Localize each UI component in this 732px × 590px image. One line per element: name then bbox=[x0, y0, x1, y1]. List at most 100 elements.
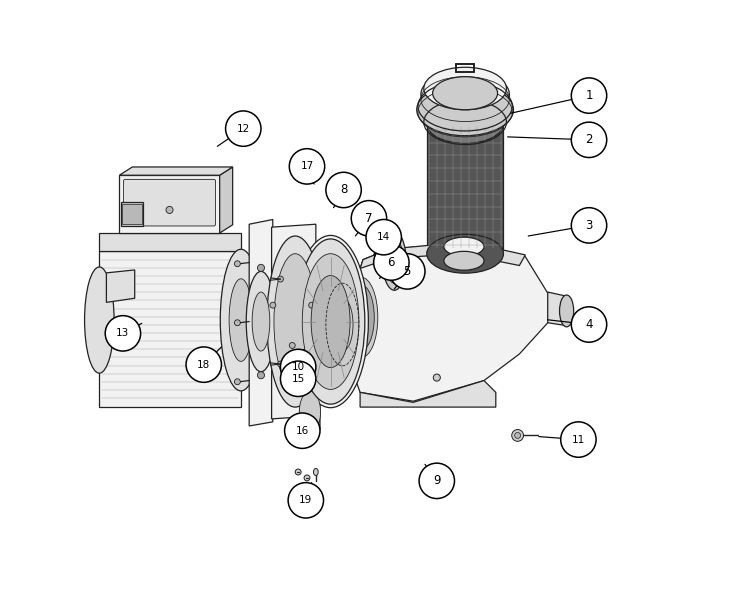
Circle shape bbox=[304, 475, 310, 481]
Ellipse shape bbox=[444, 251, 484, 270]
Text: 11: 11 bbox=[572, 435, 585, 444]
Ellipse shape bbox=[296, 239, 365, 404]
Text: 17: 17 bbox=[300, 162, 313, 171]
Ellipse shape bbox=[345, 277, 378, 358]
Circle shape bbox=[433, 374, 441, 381]
Circle shape bbox=[295, 469, 301, 475]
Polygon shape bbox=[300, 391, 320, 434]
Polygon shape bbox=[444, 247, 484, 261]
Circle shape bbox=[270, 302, 276, 308]
Polygon shape bbox=[100, 233, 241, 251]
Ellipse shape bbox=[267, 236, 324, 407]
Ellipse shape bbox=[417, 84, 514, 136]
Circle shape bbox=[561, 422, 596, 457]
Text: 16: 16 bbox=[296, 426, 309, 435]
Text: 9: 9 bbox=[433, 474, 441, 487]
Ellipse shape bbox=[433, 77, 498, 110]
Circle shape bbox=[288, 483, 324, 518]
Bar bbox=[100, 251, 241, 407]
Circle shape bbox=[309, 302, 315, 308]
Ellipse shape bbox=[421, 71, 509, 118]
Ellipse shape bbox=[274, 254, 316, 389]
Circle shape bbox=[280, 361, 315, 396]
Ellipse shape bbox=[299, 391, 321, 432]
Ellipse shape bbox=[383, 231, 406, 290]
Text: 13: 13 bbox=[116, 329, 130, 338]
Text: 3: 3 bbox=[586, 219, 593, 232]
Polygon shape bbox=[348, 243, 549, 401]
Polygon shape bbox=[119, 167, 233, 175]
Polygon shape bbox=[106, 270, 135, 302]
FancyBboxPatch shape bbox=[124, 179, 215, 226]
Text: 4: 4 bbox=[586, 318, 593, 331]
Ellipse shape bbox=[332, 298, 353, 351]
Bar bbox=[122, 204, 142, 224]
Text: 6: 6 bbox=[388, 256, 395, 269]
Circle shape bbox=[234, 261, 240, 267]
Text: 8: 8 bbox=[340, 183, 347, 196]
Circle shape bbox=[389, 254, 425, 289]
Ellipse shape bbox=[427, 104, 504, 143]
Circle shape bbox=[234, 320, 240, 326]
Ellipse shape bbox=[424, 67, 507, 110]
Ellipse shape bbox=[313, 468, 318, 476]
Circle shape bbox=[571, 208, 607, 243]
Polygon shape bbox=[329, 290, 357, 360]
Circle shape bbox=[373, 245, 409, 280]
Ellipse shape bbox=[444, 237, 484, 256]
Polygon shape bbox=[220, 167, 233, 233]
Circle shape bbox=[105, 316, 141, 351]
Text: 14: 14 bbox=[377, 232, 390, 242]
Circle shape bbox=[289, 342, 295, 348]
Circle shape bbox=[351, 201, 386, 236]
Circle shape bbox=[419, 463, 455, 499]
Text: 18: 18 bbox=[197, 360, 210, 369]
Polygon shape bbox=[427, 127, 504, 254]
Circle shape bbox=[277, 361, 283, 367]
Ellipse shape bbox=[85, 267, 114, 373]
Bar bbox=[119, 175, 220, 233]
Polygon shape bbox=[272, 224, 315, 419]
Circle shape bbox=[166, 206, 173, 214]
Circle shape bbox=[285, 413, 320, 448]
Polygon shape bbox=[249, 219, 273, 426]
Polygon shape bbox=[360, 381, 496, 407]
Circle shape bbox=[258, 264, 264, 271]
Circle shape bbox=[258, 372, 264, 379]
Circle shape bbox=[289, 149, 325, 184]
Ellipse shape bbox=[559, 295, 574, 327]
Circle shape bbox=[234, 379, 240, 385]
Text: 15: 15 bbox=[291, 374, 305, 384]
Ellipse shape bbox=[311, 276, 350, 368]
Polygon shape bbox=[548, 292, 567, 326]
Ellipse shape bbox=[293, 235, 368, 408]
Circle shape bbox=[277, 276, 283, 282]
Text: 10: 10 bbox=[291, 362, 305, 372]
Circle shape bbox=[280, 349, 315, 385]
Text: 7: 7 bbox=[365, 212, 373, 225]
Ellipse shape bbox=[246, 271, 276, 372]
Ellipse shape bbox=[302, 254, 359, 389]
Text: 12: 12 bbox=[236, 124, 250, 133]
Circle shape bbox=[186, 347, 222, 382]
Circle shape bbox=[366, 219, 401, 255]
Text: 1: 1 bbox=[586, 89, 593, 102]
Ellipse shape bbox=[348, 285, 374, 350]
Text: 2: 2 bbox=[586, 133, 593, 146]
Text: 5: 5 bbox=[403, 265, 411, 278]
Polygon shape bbox=[121, 202, 143, 226]
Ellipse shape bbox=[252, 292, 270, 351]
Circle shape bbox=[225, 111, 261, 146]
Circle shape bbox=[571, 78, 607, 113]
Ellipse shape bbox=[386, 238, 403, 283]
Circle shape bbox=[571, 307, 607, 342]
Ellipse shape bbox=[427, 234, 504, 273]
Circle shape bbox=[571, 122, 607, 158]
Ellipse shape bbox=[220, 249, 261, 391]
Text: 19: 19 bbox=[299, 496, 313, 505]
Circle shape bbox=[326, 172, 362, 208]
Circle shape bbox=[515, 432, 520, 438]
Ellipse shape bbox=[229, 279, 253, 361]
Circle shape bbox=[512, 430, 523, 441]
Polygon shape bbox=[360, 242, 526, 268]
